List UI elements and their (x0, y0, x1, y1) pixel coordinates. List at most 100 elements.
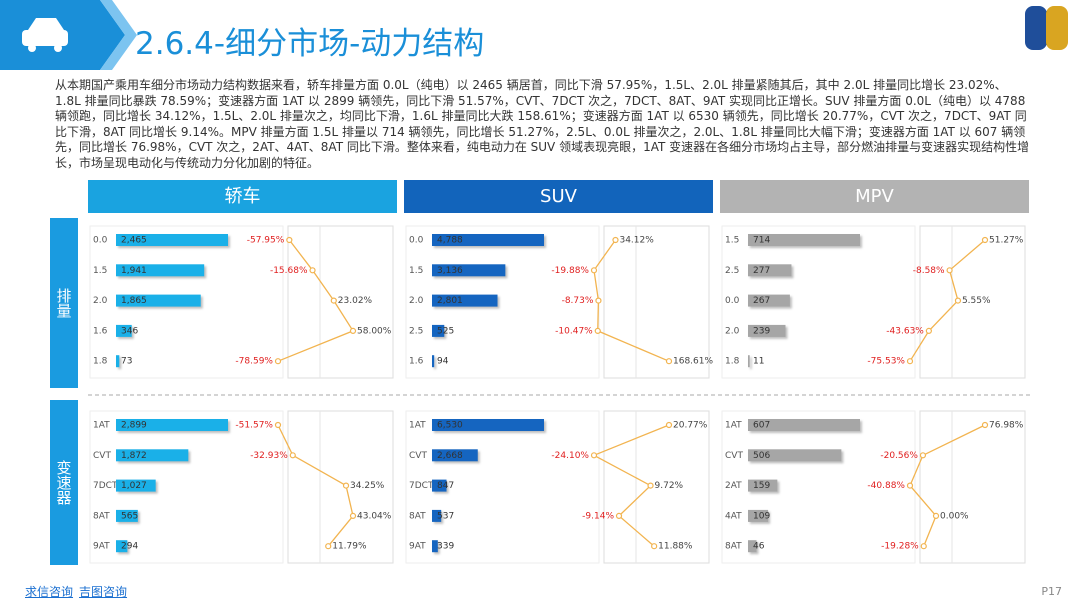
category-label: 9AT (409, 542, 426, 552)
bar-value-label: 267 (753, 296, 770, 306)
category-label: 2.5 (725, 266, 739, 276)
bar-value-label: 94 (437, 357, 449, 367)
line-frame (603, 410, 710, 564)
growth-point (925, 327, 932, 334)
bar (432, 540, 438, 553)
bar (116, 479, 156, 492)
growth-label: 34.12% (619, 236, 654, 246)
growth-point (647, 482, 654, 489)
bar-value-label: 73 (121, 357, 132, 367)
category-label: 8AT (725, 542, 742, 552)
bar-value-label: 239 (753, 326, 770, 336)
growth-point (920, 543, 927, 550)
category-label: 1AT (93, 421, 110, 431)
growth-point (919, 452, 927, 459)
growth-label: -10.47% (555, 326, 593, 336)
bar-value-label: 6,530 (437, 421, 463, 431)
growth-label: 20.77% (673, 421, 708, 431)
bar (748, 449, 842, 462)
growth-label: 23.02% (338, 296, 373, 306)
column-header: SUV (404, 180, 713, 213)
growth-label: -8.58% (913, 266, 945, 276)
category-label: CVT (93, 451, 111, 461)
growth-point (349, 512, 357, 520)
logo (1025, 6, 1068, 50)
category-label: 1.6 (93, 326, 108, 336)
header-stripe (100, 0, 137, 70)
growth-point (665, 358, 673, 365)
growth-label: -15.68% (270, 266, 308, 276)
bar-value-label: 3,136 (437, 266, 463, 276)
bar (432, 509, 442, 522)
growth-label: -40.88% (867, 481, 905, 491)
growth-label: 11.88% (658, 542, 693, 552)
footer-link[interactable]: 吉图咨询 (79, 585, 128, 599)
bar (748, 294, 790, 307)
category-label: 9AT (93, 542, 110, 552)
bar (432, 324, 445, 337)
category-label: 0.0 (725, 296, 740, 306)
category-label: 0.0 (93, 236, 108, 246)
bar (116, 264, 205, 277)
bar-value-label: 1,027 (121, 481, 147, 491)
bar (432, 234, 544, 246)
growth-label: -32.93% (250, 451, 288, 461)
bar-value-label: 1,872 (121, 451, 147, 461)
bar (432, 264, 506, 277)
line-frame (919, 225, 1026, 379)
growth-label: 76.98% (989, 421, 1024, 431)
growth-label: 58.00% (357, 326, 392, 336)
bar-value-label: 525 (437, 326, 454, 336)
growth-point (594, 327, 601, 334)
growth-point (286, 236, 293, 244)
growth-point (590, 452, 598, 459)
category-label: 1.8 (725, 357, 740, 367)
growth-point (342, 482, 350, 489)
growth-label: -51.57% (235, 421, 273, 431)
growth-point (330, 297, 337, 304)
bar-value-label: 2,668 (437, 451, 463, 461)
bar (748, 264, 792, 277)
bar (432, 449, 478, 462)
category-label: CVT (409, 451, 427, 461)
growth-point (612, 236, 619, 244)
footer-links: 求信咨询 吉图咨询 (25, 583, 133, 600)
category-label: 1.8 (93, 357, 108, 367)
bar-value-label: 346 (121, 326, 138, 336)
category-label: CVT (725, 451, 743, 461)
growth-label: 34.25% (350, 481, 385, 491)
growth-label: 168.61% (673, 357, 713, 367)
category-label: 4AT (725, 511, 742, 521)
bar (432, 479, 447, 492)
growth-label: 51.27% (989, 236, 1024, 246)
bar-value-label: 4,788 (437, 236, 463, 246)
bar (748, 234, 860, 246)
growth-point (906, 358, 914, 365)
bar-value-label: 46 (753, 542, 765, 552)
bar-value-label: 2,899 (121, 421, 147, 431)
bar (116, 294, 201, 307)
title: 2.6.4-细分市场-动力结构 (135, 26, 485, 62)
growth-point (349, 327, 357, 334)
bar-value-label: 2,465 (121, 236, 147, 246)
line-frame (603, 225, 710, 379)
bar-value-label: 506 (753, 451, 770, 461)
bar (748, 355, 750, 368)
bar (748, 479, 778, 492)
row-label: 变速器 (50, 400, 78, 565)
bar (748, 540, 757, 553)
line-frame (919, 410, 1026, 564)
growth-point (274, 358, 282, 365)
bar-value-label: 11 (753, 357, 764, 367)
bar-value-label: 1,941 (121, 266, 147, 276)
category-label: 2.0 (93, 296, 108, 306)
bar-value-label: 537 (437, 511, 454, 521)
header-icon (22, 18, 68, 52)
footer-link[interactable]: 求信咨询 (25, 585, 74, 599)
growth-label: 0.00% (940, 511, 969, 521)
bar (748, 324, 786, 337)
category-label: 1.5 (725, 236, 739, 246)
